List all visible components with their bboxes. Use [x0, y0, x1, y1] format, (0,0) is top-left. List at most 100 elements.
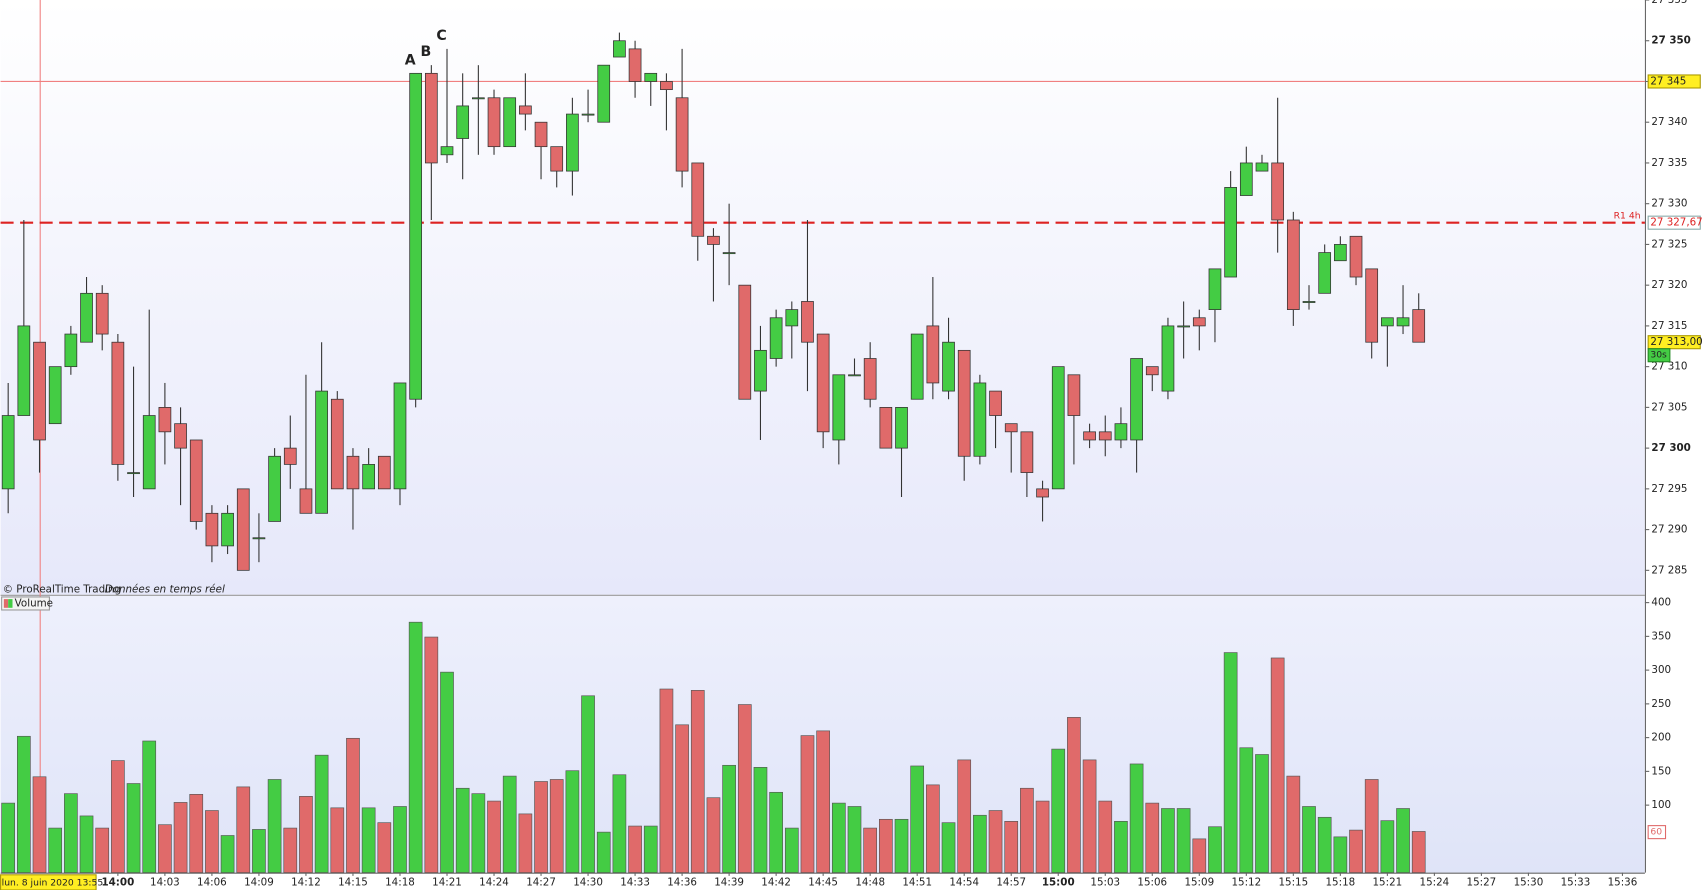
volume-bar [1035, 800, 1050, 873]
volume-bar [1067, 717, 1081, 873]
candle-body [675, 97, 689, 172]
candle-body [127, 472, 140, 475]
candle-body [252, 537, 266, 540]
candle-body [581, 113, 595, 116]
candle-body [707, 235, 720, 245]
volume-bar [1223, 652, 1238, 873]
volume-bar [800, 735, 815, 873]
volume-bar [1114, 821, 1128, 873]
candle-body [1, 415, 15, 490]
volume-bar [1333, 836, 1348, 873]
volume-bar [64, 793, 78, 873]
candle-body [1412, 309, 1426, 343]
x-tick-label: 15:30 [1514, 876, 1544, 888]
candle-body [1161, 325, 1175, 392]
candle-body [1208, 268, 1222, 310]
volume-bar [973, 814, 987, 873]
candle-body [409, 72, 423, 400]
volume-bar [628, 825, 642, 873]
x-tick-label: 15:18 [1326, 876, 1356, 888]
volume-bar [252, 829, 266, 873]
y-tick-label: 27 285 [1651, 564, 1687, 576]
candle-body [801, 301, 814, 343]
volume-bar [471, 793, 486, 873]
candle-body [174, 423, 187, 449]
date-label: lun. 8 juin 2020 13:55 [2, 877, 104, 888]
y-tick-label: 27 330 [1651, 198, 1687, 210]
x-tick-label: 14:18 [385, 876, 415, 888]
candle-body [221, 512, 234, 547]
candle-label: A [405, 52, 416, 68]
candle-body [95, 292, 109, 335]
candle-body [1083, 431, 1096, 441]
candle-body [33, 341, 46, 441]
x-tick-label: 14:42 [761, 876, 791, 888]
volume-bar [1349, 829, 1363, 873]
candle-body [973, 382, 987, 457]
candle-body [377, 455, 391, 490]
candle-body [1318, 252, 1332, 294]
candle-body [1333, 244, 1347, 262]
volume-bar [32, 776, 47, 873]
level-box [1647, 215, 1701, 230]
volume-bar [1161, 808, 1175, 873]
volume-bar [1, 802, 16, 873]
legend-swatch [8, 599, 13, 608]
x-tick-label: 15:36 [1608, 876, 1638, 888]
x-tick-label: 15:09 [1184, 876, 1214, 888]
candle-body [1239, 162, 1253, 196]
last-price-box [1647, 335, 1701, 350]
volume-bar [722, 764, 736, 873]
volume-bar [847, 806, 862, 873]
volume-bar [1286, 775, 1301, 873]
candle-body [1067, 374, 1081, 416]
y-tick-label: 27 315 [1651, 320, 1687, 332]
last-price-label: 27 313,00 [1650, 336, 1702, 348]
volume-bar [1208, 826, 1222, 873]
y-tick-label: 27 305 [1651, 401, 1687, 413]
volume-bar [361, 807, 376, 873]
volume-bar [596, 831, 611, 873]
candle-body [1286, 219, 1300, 310]
volume-bar [220, 835, 235, 873]
y-tick-label: 150 [1651, 765, 1671, 777]
timer: 30s [1650, 350, 1667, 361]
candle-body [189, 439, 203, 522]
volume-bar [299, 796, 313, 873]
volume-bar [173, 802, 188, 873]
candle-body [879, 407, 893, 449]
volume-bar [784, 827, 799, 873]
x-tick-label: 14:39 [714, 876, 744, 888]
volume-bar [1380, 820, 1395, 873]
candle-body [613, 40, 626, 58]
volume-bar [863, 827, 878, 873]
candle-body [424, 72, 438, 164]
volume-bar [455, 787, 470, 873]
volume-bar [1176, 808, 1191, 873]
candle-body [1036, 488, 1049, 498]
volume-bar [1129, 763, 1144, 873]
volume-bar [675, 724, 689, 873]
volume-bar [111, 760, 125, 873]
volume-bar [487, 800, 501, 873]
source: © ProRealTime Trading [3, 583, 121, 595]
candle-body [1020, 431, 1034, 473]
volume-bar [659, 688, 674, 873]
level-box [1647, 74, 1701, 89]
volume-bar [690, 690, 705, 873]
volume-bar [48, 827, 63, 873]
volume-bar [1411, 831, 1426, 873]
candle-body [660, 81, 673, 91]
candle-body [48, 366, 62, 425]
candle-label: C [436, 28, 446, 44]
candle-body [1177, 325, 1190, 328]
x-tick-label: 15:33 [1561, 876, 1591, 888]
candle-body [785, 309, 799, 327]
candle-body [1004, 423, 1018, 433]
y-tick-label: 27 325 [1651, 238, 1687, 250]
candle-body [456, 105, 470, 139]
candle-body [863, 358, 877, 400]
volume-bar [769, 791, 783, 873]
volume-legend-box[interactable] [1, 596, 50, 611]
x-tick-label: 14:51 [902, 876, 932, 888]
